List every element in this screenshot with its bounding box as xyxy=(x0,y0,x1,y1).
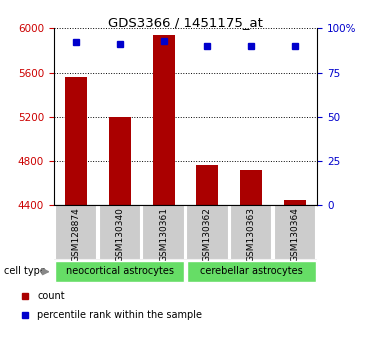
Bar xyxy=(240,170,262,205)
Text: count: count xyxy=(37,291,65,301)
Bar xyxy=(65,77,87,205)
Bar xyxy=(152,35,174,205)
Text: GSM130363: GSM130363 xyxy=(247,207,256,262)
Text: GSM130340: GSM130340 xyxy=(115,207,124,262)
Bar xyxy=(99,205,141,260)
Text: GSM128874: GSM128874 xyxy=(71,207,80,262)
Text: cerebellar astrocytes: cerebellar astrocytes xyxy=(200,266,303,276)
Bar xyxy=(109,117,131,205)
Bar xyxy=(55,205,97,260)
Bar xyxy=(187,261,316,282)
Text: GSM130362: GSM130362 xyxy=(203,207,212,262)
Bar xyxy=(274,205,316,260)
Bar xyxy=(230,205,272,260)
Text: GDS3366 / 1451175_at: GDS3366 / 1451175_at xyxy=(108,16,263,29)
Bar xyxy=(142,205,185,260)
Text: percentile rank within the sample: percentile rank within the sample xyxy=(37,310,202,320)
Text: GSM130364: GSM130364 xyxy=(291,207,300,262)
Bar xyxy=(284,200,306,205)
Text: GSM130361: GSM130361 xyxy=(159,207,168,262)
Text: neocortical astrocytes: neocortical astrocytes xyxy=(66,266,174,276)
Bar xyxy=(197,165,219,205)
Bar xyxy=(186,205,229,260)
Text: cell type: cell type xyxy=(4,266,46,275)
Bar xyxy=(55,261,184,282)
